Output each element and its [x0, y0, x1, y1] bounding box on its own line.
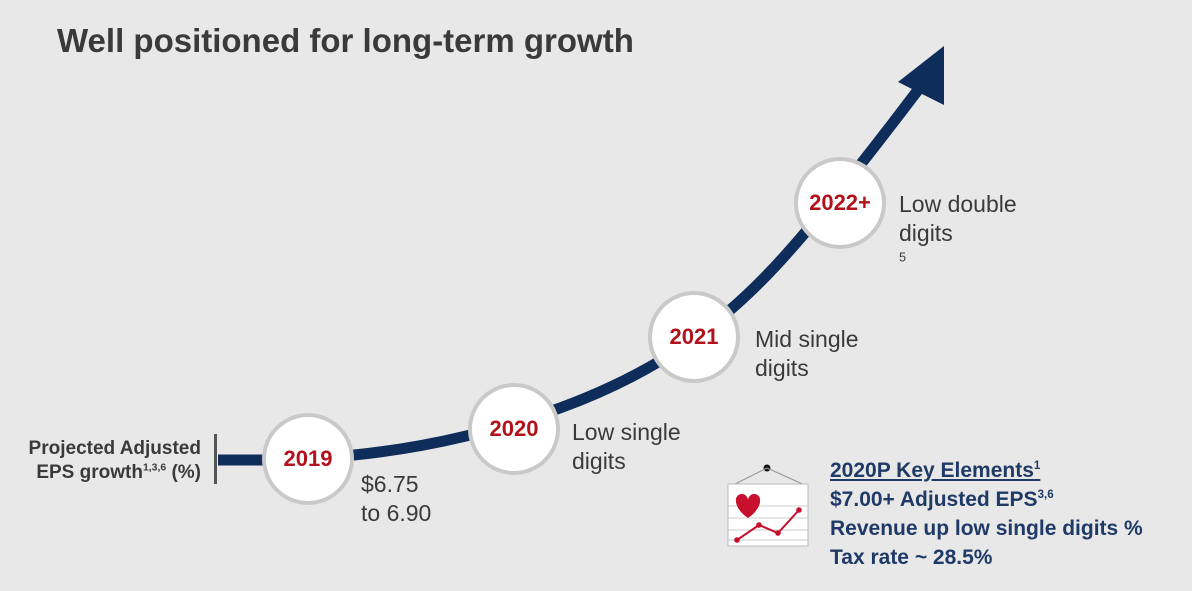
milestone-desc-footnote: 5 — [899, 250, 907, 265]
y-axis-label-footnote: 1,3,6 — [142, 462, 167, 474]
key-elements: 2020P Key Elements1 $7.00+ Adjusted EPS3… — [830, 456, 1143, 572]
milestone-desc-2022: Low double digits 5 — [899, 190, 1017, 277]
key-element-eps-text: $7.00+ Adjusted EPS — [830, 488, 1038, 511]
milestone-desc-2021: Mid single digits — [755, 325, 859, 383]
milestone-desc-line2: to 6.90 — [361, 500, 432, 526]
key-elements-heading-text: 2020P Key Elements — [830, 459, 1034, 482]
key-elements-heading-footnote: 1 — [1033, 460, 1041, 472]
milestone-desc-line1: Low single — [572, 419, 681, 445]
milestone-desc-line1: Mid single — [755, 326, 859, 352]
key-element-tax-rate: Tax rate ~ 28.5% — [830, 546, 993, 569]
milestone-desc-2020: Low single digits — [572, 418, 681, 476]
y-axis-label-line2: EPS growth1,3,6 (%) — [0, 461, 201, 485]
milestone-circle-2020: 2020 — [468, 383, 560, 475]
key-element-eps: $7.00+ Adjusted EPS3,6 — [830, 485, 1143, 514]
key-element-eps-footnote: 3,6 — [1037, 489, 1054, 501]
key-elements-heading: 2020P Key Elements1 — [830, 456, 1143, 485]
heart-chart-board-icon — [727, 464, 809, 547]
page-title: Well positioned for long-term growth — [57, 22, 634, 59]
milestone-desc-line2: digits — [755, 355, 809, 381]
y-axis-label-unit: (%) — [166, 462, 201, 483]
y-axis-label-line1: Projected Adjusted — [28, 438, 201, 459]
milestone-desc-line1: $6.75 — [361, 471, 419, 497]
milestone-desc-line2-text: digits — [899, 220, 953, 246]
milestone-circle-2022: 2022+ — [794, 157, 886, 249]
milestone-desc-2019: $6.75 to 6.90 — [361, 470, 431, 528]
milestone-desc-line2: digits 5 — [899, 219, 1017, 277]
milestone-circle-2021: 2021 — [648, 291, 740, 383]
y-axis-label-text: EPS growth — [36, 462, 143, 483]
milestone-desc-line1: Low double — [899, 191, 1017, 217]
key-element-revenue: Revenue up low single digits % — [830, 517, 1143, 540]
milestone-circle-2019: 2019 — [262, 413, 354, 505]
growth-arrow-icon — [898, 46, 944, 105]
y-axis-label: Projected Adjusted EPS growth1,3,6 (%) — [0, 437, 201, 485]
milestone-desc-line2: digits — [572, 448, 626, 474]
axis-divider — [214, 434, 217, 484]
